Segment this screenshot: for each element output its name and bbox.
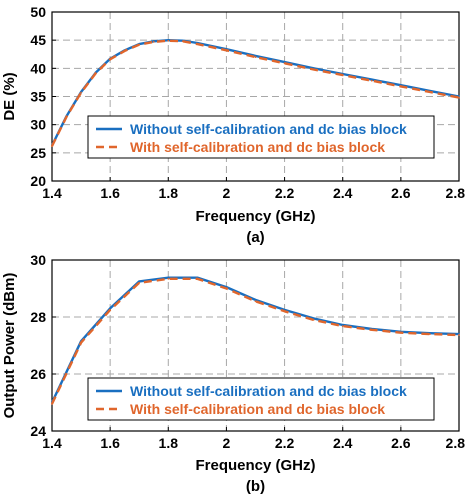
data-point — [167, 39, 170, 42]
data-point — [152, 40, 155, 43]
y-tick-label: 30 — [30, 117, 46, 133]
plot-frame — [51, 259, 460, 432]
data-point — [254, 300, 257, 303]
data-point — [51, 403, 53, 405]
data-point — [196, 43, 199, 46]
x-tick-label: 2.2 — [275, 185, 295, 201]
data-point — [458, 334, 460, 336]
x-tick-label: 1.4 — [42, 185, 62, 201]
data-point — [399, 331, 402, 334]
data-point — [138, 280, 141, 283]
legend-label: Without self-calibration and dc bias blo… — [130, 121, 407, 137]
legend-label: Without self-calibration and dc bias blo… — [130, 383, 407, 399]
y-tick-label: 45 — [30, 32, 46, 48]
x-tick-label: 1.8 — [159, 185, 179, 201]
x-tick-label: 2.6 — [391, 185, 411, 201]
series-line — [50, 277, 460, 405]
data-point — [370, 328, 373, 331]
y-tick-label: 25 — [30, 145, 46, 161]
x-tick-label: 2.8 — [446, 185, 466, 201]
data-point — [370, 79, 373, 82]
data-point — [80, 341, 82, 344]
data-point — [429, 91, 431, 93]
x-axis-label: Frequency (GHz) — [195, 457, 315, 474]
y-tick-label: 20 — [30, 173, 46, 189]
x-tick-label: 2 — [223, 185, 231, 201]
data-point — [225, 287, 228, 290]
x-tick-label: 1.8 — [159, 435, 179, 451]
data-point — [65, 115, 68, 118]
data-point — [109, 58, 112, 61]
legend-box — [87, 377, 435, 421]
y-axis-label: Output Power (dBm) — [1, 273, 18, 419]
data-point — [51, 145, 53, 147]
x-tick-label: 1.6 — [100, 435, 120, 451]
x-axis-label: Frequency (GHz) — [195, 208, 315, 225]
data-point — [254, 56, 257, 58]
panel-caption: (a) — [246, 229, 264, 246]
data-point — [123, 49, 126, 52]
y-tick-label: 50 — [30, 4, 46, 20]
data-point — [341, 325, 344, 328]
data-point — [458, 96, 460, 99]
data-point — [429, 333, 431, 335]
y-tick-label: 24 — [30, 423, 46, 439]
panel-b: 1.4 1.6 1.8 2 2.2 2.4 2.6 2.8 24 26 28 30 Frequency … — [1, 252, 465, 495]
data-point — [254, 299, 257, 301]
data-point — [167, 277, 170, 280]
data-point — [312, 318, 315, 321]
data-point — [80, 91, 82, 94]
x-tick-label: 2.2 — [275, 435, 295, 451]
series-line — [50, 39, 460, 147]
y-tick-label: 26 — [30, 366, 46, 382]
x-tick-label: 2 — [223, 435, 231, 451]
x-tick-label: 2.8 — [446, 435, 466, 451]
x-tick-label: 2.6 — [391, 435, 411, 451]
data-point — [138, 281, 141, 284]
data-point — [181, 40, 184, 43]
panel-a: 1.4 1.6 1.8 2 2.2 2.4 2.6 2.8 20 25 30 35 40 45 50 Freq… — [1, 4, 465, 246]
y-tick-label: 30 — [30, 252, 46, 268]
x-tick-label: 2.4 — [333, 185, 353, 201]
data-point — [225, 49, 228, 52]
data-point — [94, 72, 97, 75]
data-point — [399, 85, 402, 88]
y-axis-label: DE (%) — [1, 72, 18, 120]
legend-label: With self-calibration and dc bias block — [130, 139, 385, 155]
data-point — [283, 310, 286, 313]
data-point — [196, 277, 199, 280]
data-point — [109, 308, 112, 311]
data-point — [138, 43, 141, 46]
x-tick-label: 1.6 — [100, 185, 120, 201]
x-tick-label: 1.4 — [42, 435, 62, 451]
y-tick-label: 35 — [30, 89, 46, 105]
panel-caption: (b) — [246, 478, 265, 495]
x-tick-label: 2.4 — [333, 435, 353, 451]
data-point — [283, 62, 286, 65]
data-point — [341, 74, 344, 76]
legend-box — [87, 115, 435, 159]
y-tick-label: 40 — [30, 60, 46, 76]
legend-label: With self-calibration and dc bias block — [130, 401, 385, 417]
y-tick-label: 28 — [30, 309, 46, 325]
data-point — [312, 68, 315, 71]
